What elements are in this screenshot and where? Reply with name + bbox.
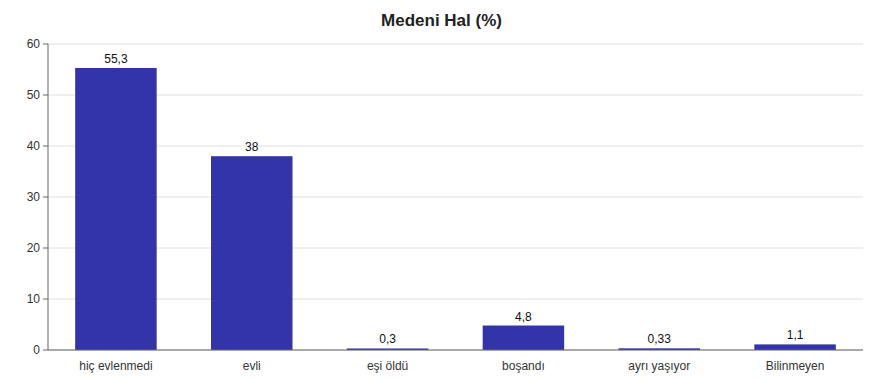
- tick-label: 10: [27, 292, 41, 306]
- tick-mark: [43, 197, 48, 198]
- tick-mark: [43, 299, 48, 300]
- y-axis-line: [48, 44, 49, 350]
- data-label: 0,3: [379, 332, 396, 346]
- grid-line: [48, 95, 863, 96]
- bar: [75, 68, 156, 350]
- tick-mark: [43, 248, 48, 249]
- chart-container: Medeni Hal (%) 0 10 20 30 40 50 60 hiç evlenmedi…: [0, 0, 883, 384]
- data-labels: 55,3 38 0,3 4,8 0,33 1,1: [104, 52, 804, 347]
- grid-line: [48, 44, 863, 45]
- bars: [75, 68, 836, 350]
- data-label: 55,3: [104, 52, 128, 66]
- title: Medeni Hal (%): [381, 11, 502, 30]
- x-axis: hiç evlenmedi evli eşi öldü boşandı ayrı yaş…: [79, 359, 824, 373]
- tick-mark: [43, 146, 48, 147]
- tick-mark: [43, 44, 48, 45]
- tick-label: 50: [27, 88, 41, 102]
- data-label: 4,8: [515, 310, 532, 324]
- tick-label: boşandı: [502, 359, 545, 373]
- tick-label: 20: [27, 241, 41, 255]
- bar: [211, 156, 293, 350]
- grid-line: [48, 299, 863, 300]
- tick-label: 60: [27, 37, 41, 51]
- grid-line: [48, 248, 863, 249]
- tick-label: evli: [243, 359, 261, 373]
- tick-label: hiç evlenmedi: [79, 359, 152, 373]
- data-label: 0,33: [648, 332, 672, 346]
- grid-line: [48, 146, 863, 147]
- tick-label: 40: [27, 139, 41, 153]
- bar: [754, 344, 836, 350]
- tick-label: eşi öldü: [367, 359, 408, 373]
- tick-mark: [43, 350, 48, 351]
- tick-label: ayrı yaşıyor: [628, 359, 690, 373]
- grid-line: [48, 350, 863, 351]
- grid-line: [48, 197, 863, 198]
- data-label: 1,1: [787, 328, 804, 342]
- x-axis-line: [48, 350, 863, 351]
- data-label: 38: [245, 140, 259, 154]
- chart: Medeni Hal (%) 0 10 20 30 40 50 60 hiç evlenmedi…: [0, 0, 883, 384]
- tick-mark: [43, 95, 48, 96]
- y-axis: 0 10 20 30 40 50 60: [27, 37, 863, 357]
- tick-label: 30: [27, 190, 41, 204]
- bar: [483, 326, 564, 350]
- tick-label: Bilinmeyen: [766, 359, 825, 373]
- tick-label: 0: [33, 343, 40, 357]
